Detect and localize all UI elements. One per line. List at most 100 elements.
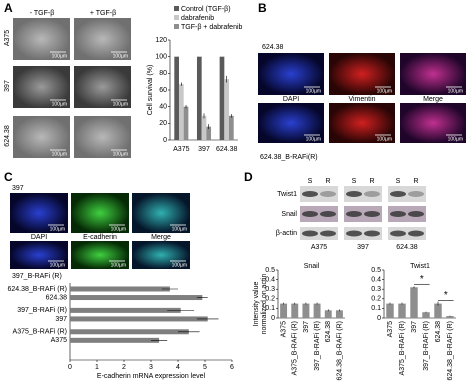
cell-line-label: A375	[311, 244, 327, 251]
cell-line-label: 624.38	[396, 244, 418, 251]
blot-band	[320, 230, 336, 237]
protein-label: Twist1	[277, 191, 297, 198]
protein-label: Snail	[281, 211, 297, 218]
micrograph	[329, 53, 395, 95]
annotation: *	[444, 290, 448, 301]
chart-title: Twist1	[410, 263, 430, 270]
scale-bar-label: 100µm	[52, 53, 67, 59]
scale-bar-label: 100µm	[448, 88, 463, 94]
x-tick-label: 6	[230, 364, 234, 371]
y-tick-label: 0.3	[265, 286, 275, 293]
bar	[70, 329, 189, 335]
row-label: 397	[4, 80, 11, 92]
y-tick-label: 397	[55, 316, 67, 323]
annotation: *	[420, 274, 424, 285]
x-tick-label: A375	[387, 321, 394, 337]
channel-label: E-cadherin	[83, 234, 117, 241]
bar	[446, 316, 454, 318]
y-tick-label: 40	[159, 104, 167, 111]
bar	[183, 106, 189, 140]
y-axis-label: Intensity value	[253, 282, 260, 327]
blot-band	[302, 230, 318, 237]
bar	[174, 56, 179, 140]
bar	[291, 303, 299, 318]
column-label: + TGF-β	[90, 10, 116, 17]
y-tick-label: 80	[159, 70, 167, 77]
row-label: 624.38	[4, 125, 11, 147]
scale-bar-label: 100µm	[113, 53, 128, 59]
y-tick-label: 60	[159, 87, 167, 94]
y-tick-label: 0.5	[265, 267, 275, 274]
y-tick-label: 624.38_B-RAFi (R)	[7, 286, 67, 293]
bar	[335, 310, 343, 318]
scale-bar-label: 100µm	[448, 136, 463, 142]
legend-swatch	[174, 6, 179, 11]
scale-bar-label: 100µm	[113, 151, 128, 157]
bar	[224, 79, 230, 140]
blot-band	[408, 211, 424, 217]
blot-band	[302, 211, 318, 217]
x-tick-label: 624.38_B-RAFi (R)	[447, 321, 454, 381]
bar	[70, 286, 170, 292]
micrograph	[329, 103, 395, 143]
blot-band	[302, 191, 318, 197]
panel-label: B	[258, 1, 267, 15]
bar	[70, 337, 160, 343]
blot	[388, 206, 426, 222]
y-tick-label: 0.1	[371, 305, 381, 312]
y-tick-label: 120	[155, 37, 167, 44]
blot	[344, 227, 382, 240]
micrograph	[10, 241, 68, 269]
micrograph	[132, 193, 190, 233]
blot	[300, 186, 338, 202]
x-tick-label: 2	[122, 364, 126, 371]
micrograph	[10, 193, 68, 233]
scale-bar-label: 100µm	[377, 136, 392, 142]
blot-band	[390, 211, 406, 217]
panel-label: A	[4, 1, 13, 15]
bar	[229, 115, 234, 140]
micrograph	[258, 53, 324, 95]
scale-bar-label: 100µm	[172, 226, 187, 232]
legend-label: Control (TGF-β)	[181, 6, 231, 13]
x-tick-label: A375	[173, 146, 189, 153]
x-tick-label: 397_B-RAFi (R)	[423, 321, 430, 371]
y-tick-label: 0.5	[371, 267, 381, 274]
x-tick-label: 397_B-RAFi (R)	[314, 321, 321, 371]
blot	[344, 186, 382, 202]
y-tick-label: 0.3	[371, 286, 381, 293]
channel-label: Merge	[423, 96, 443, 103]
y-tick-label: 0.2	[371, 296, 381, 303]
x-axis-label: E-cadherin mRNA expression level	[97, 373, 206, 380]
row-label: 624.38_B-RAFi(R)	[260, 154, 318, 161]
scale-bar-label: 100µm	[52, 151, 67, 157]
bar	[70, 295, 203, 301]
y-tick-label: 0	[163, 137, 167, 144]
y-tick-label: A375	[51, 337, 67, 344]
column-label: - TGF-β	[30, 10, 55, 17]
x-tick-label: 0	[68, 364, 72, 371]
y-tick-label: 100	[155, 54, 167, 61]
micrograph	[71, 241, 129, 269]
row-label: 397	[12, 185, 24, 192]
blot-band	[346, 211, 362, 217]
bar	[206, 126, 212, 140]
lane-label: R	[413, 178, 418, 185]
blot	[388, 227, 426, 240]
micrograph	[74, 18, 131, 60]
x-tick-label: 624.38	[216, 146, 238, 153]
scale-bar-label: 100µm	[306, 136, 321, 142]
y-tick-label: A375_B-RAFi (R)	[13, 329, 67, 336]
scale-bar-label: 100µm	[377, 88, 392, 94]
legend-label: dabrafenib	[181, 15, 214, 22]
bar	[434, 303, 442, 318]
y-tick-label: 0.1	[265, 305, 275, 312]
lane-label: S	[308, 178, 313, 185]
x-tick-label: 5	[203, 364, 207, 371]
row-label: A375	[4, 30, 11, 46]
bar	[280, 303, 288, 318]
scale-bar-label: 100µm	[306, 88, 321, 94]
bar	[410, 287, 418, 318]
y-tick-label: 20	[159, 120, 167, 127]
